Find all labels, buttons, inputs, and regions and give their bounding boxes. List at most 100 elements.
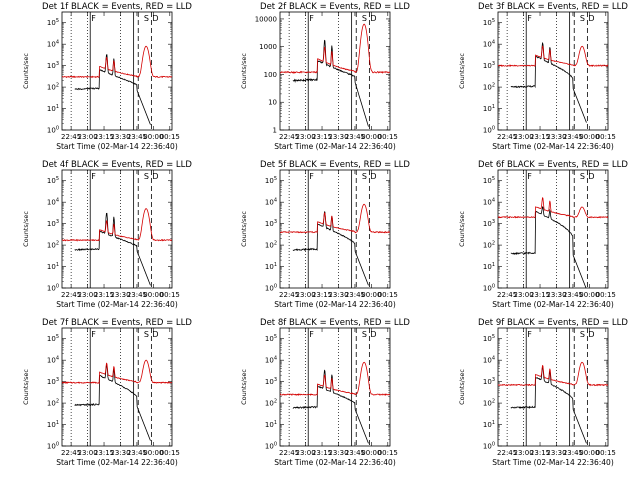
x-tick-label: 22:45 [61, 449, 81, 457]
x-tick-label: 23:30 [328, 291, 348, 299]
panel-2: Det 2f BLACK = Events, RED = LLD22:4523:… [240, 2, 410, 151]
y-tick-label: 104 [483, 356, 495, 365]
x-tick-label: 22:45 [279, 133, 299, 141]
y-tick-label: 104 [47, 356, 59, 365]
y-tick-label: 105 [47, 176, 59, 185]
series-lld-line [280, 361, 390, 397]
x-tick-label: 22:45 [497, 449, 517, 457]
x-axis-title: Start Time (02-Mar-14 22:36:40) [274, 142, 396, 151]
plot-frame [61, 169, 173, 289]
y-tick-label: 102 [483, 83, 495, 92]
x-tick-label: 23:45 [127, 449, 147, 457]
event-marker-S: S [580, 172, 585, 181]
y-tick-label: 104 [47, 198, 59, 207]
panel-title: Det 9f BLACK = Events, RED = LLD [478, 318, 628, 328]
y-axis-title: Counts/sec [458, 53, 466, 89]
y-tick-label: 104 [483, 40, 495, 49]
y-tick-label: 105 [47, 334, 59, 343]
panel-title: Det 1f BLACK = Events, RED = LLD [42, 2, 192, 12]
event-marker-S: S [144, 172, 149, 181]
y-tick-label: 102 [47, 399, 59, 408]
x-tick-label: 23:45 [345, 133, 365, 141]
x-axis-title: Start Time (02-Mar-14 22:36:40) [492, 142, 614, 151]
plot-frame [61, 327, 173, 447]
series-events-line [510, 366, 587, 444]
y-tick-label: 105 [483, 176, 495, 185]
plot-frame [497, 169, 609, 289]
y-tick-label: 102 [47, 83, 59, 92]
x-tick-label: 22:45 [497, 291, 517, 299]
event-marker-F: F [91, 172, 96, 181]
x-tick-label: 00:00 [579, 291, 599, 299]
x-tick-label: 23:15 [530, 133, 550, 141]
x-tick-label: 23:00 [513, 291, 533, 299]
x-tick-label: 22:45 [279, 449, 299, 457]
series-lld-line [62, 208, 172, 242]
x-tick-label: 23:15 [312, 133, 332, 141]
y-axis-title: Counts/sec [458, 369, 466, 405]
panel-4: Det 4f BLACK = Events, RED = LLD22:4523:… [22, 160, 192, 309]
panel-3: Det 3f BLACK = Events, RED = LLD22:4523:… [458, 2, 628, 151]
plot-frame [497, 327, 609, 447]
x-tick-label: 00:00 [143, 291, 163, 299]
x-tick-label: 23:15 [312, 449, 332, 457]
x-tick-label: 00:15 [378, 291, 398, 299]
series-lld-line [498, 45, 608, 68]
y-tick-label: 101 [265, 420, 277, 429]
series-events-line [74, 364, 151, 441]
x-axis-title: Start Time (02-Mar-14 22:36:40) [56, 458, 178, 467]
x-tick-label: 23:15 [94, 291, 114, 299]
event-marker-F: F [91, 330, 96, 339]
y-tick-label: 104 [265, 198, 277, 207]
x-tick-label: 23:15 [312, 291, 332, 299]
plot-frame [279, 169, 391, 289]
series-lld-line [62, 45, 172, 79]
x-tick-label: 00:00 [579, 133, 599, 141]
x-tick-label: 00:00 [361, 291, 381, 299]
x-axis-title: Start Time (02-Mar-14 22:36:40) [492, 300, 614, 309]
x-tick-label: 23:30 [328, 133, 348, 141]
panel-title: Det 6f BLACK = Events, RED = LLD [478, 160, 628, 170]
y-tick-label: 101 [483, 262, 495, 271]
y-tick-label: 103 [483, 219, 495, 228]
event-marker-F: F [527, 330, 532, 339]
x-tick-label: 00:00 [143, 133, 163, 141]
x-tick-label: 00:15 [160, 133, 180, 141]
y-tick-label: 103 [47, 61, 59, 70]
x-tick-label: 23:30 [546, 449, 566, 457]
y-tick-label: 100 [265, 284, 277, 293]
x-axis-title: Start Time (02-Mar-14 22:36:40) [56, 142, 178, 151]
panel-title: Det 3f BLACK = Events, RED = LLD [478, 2, 628, 12]
y-tick-label: 100 [265, 442, 277, 451]
y-tick-label: 105 [265, 334, 277, 343]
y-tick-label: 105 [265, 176, 277, 185]
series-lld-line [498, 197, 608, 219]
event-marker-D: D [588, 330, 594, 339]
event-marker-S: S [144, 14, 149, 23]
y-axis-title: Counts/sec [458, 211, 466, 247]
series-events-line [74, 54, 151, 125]
y-tick-label: 101 [265, 262, 277, 271]
event-marker-S: S [580, 14, 585, 23]
x-tick-label: 00:15 [160, 291, 180, 299]
event-marker-S: S [362, 330, 367, 339]
plot-frame [279, 11, 391, 131]
y-tick-label: 103 [483, 61, 495, 70]
y-tick-label: 100 [483, 284, 495, 293]
x-tick-label: 23:00 [77, 133, 97, 141]
y-axis-title: Counts/sec [22, 53, 30, 89]
panel-5: Det 5f BLACK = Events, RED = LLD22:4523:… [240, 160, 410, 309]
y-axis-title: Counts/sec [22, 211, 30, 247]
plot-frame [497, 11, 609, 131]
panel-6: Det 6f BLACK = Events, RED = LLD 22:4523:… [458, 160, 628, 309]
y-axis-title: Counts/sec [240, 53, 248, 89]
y-tick-label: 102 [265, 399, 277, 408]
y-tick-label: 1000 [259, 43, 277, 51]
event-marker-F: F [309, 172, 314, 181]
x-tick-label: 23:30 [110, 291, 130, 299]
event-marker-S: S [580, 330, 585, 339]
y-tick-label: 105 [483, 334, 495, 343]
series-events-line [292, 211, 369, 286]
event-marker-D: D [370, 330, 376, 339]
